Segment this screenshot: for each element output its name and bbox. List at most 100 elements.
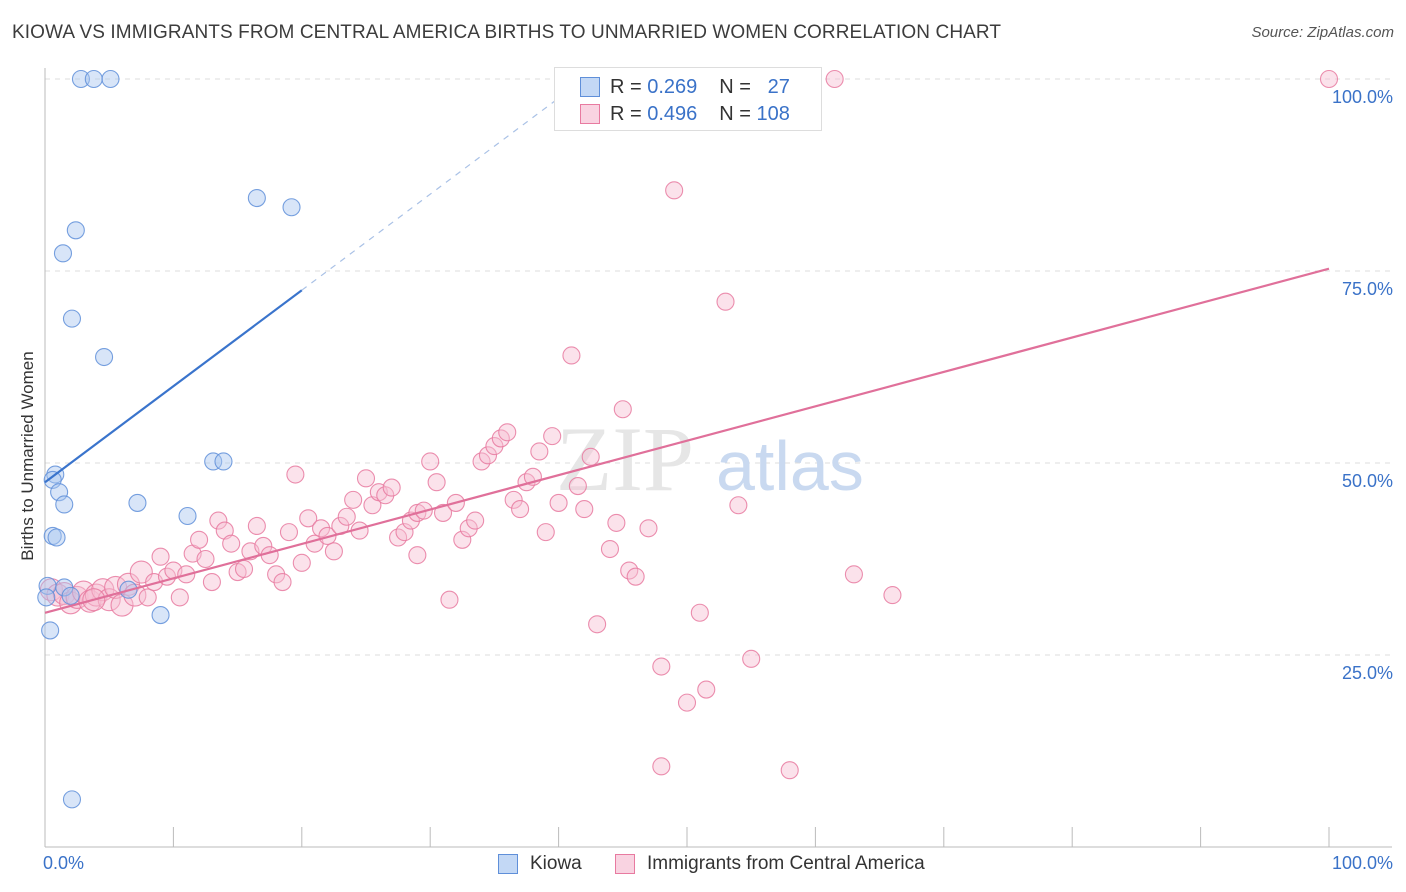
data-point <box>652 657 671 676</box>
central-america-legend-label: Immigrants from Central America <box>647 853 925 874</box>
data-point <box>780 761 799 780</box>
data-point <box>344 490 363 509</box>
data-point <box>204 452 223 471</box>
data-point <box>376 486 395 505</box>
data-point <box>151 547 170 566</box>
data-point <box>485 437 504 456</box>
data-point <box>62 790 82 809</box>
data-point <box>279 523 299 542</box>
data-point <box>607 513 626 532</box>
data-point <box>196 549 215 569</box>
data-point <box>427 473 446 492</box>
data-point <box>282 198 301 217</box>
trend-line-central-america <box>44 267 1330 614</box>
data-point <box>178 506 197 526</box>
data-point <box>209 511 228 530</box>
data-point <box>433 503 453 522</box>
data-point <box>511 500 530 519</box>
trend-extension-kiowa <box>301 78 585 291</box>
data-point <box>677 693 697 712</box>
r-value: 0.269 <box>647 75 698 98</box>
data-point <box>825 69 844 89</box>
n-value: 27 <box>767 75 790 98</box>
y-tick-label: 25.0% <box>1342 663 1393 683</box>
data-point <box>312 519 331 538</box>
data-point <box>71 69 91 89</box>
trend-line-kiowa <box>44 289 303 484</box>
watermark-atlas: atlas <box>716 427 864 505</box>
data-point <box>498 423 517 442</box>
n-label: N = <box>719 75 751 98</box>
data-point <box>549 493 568 512</box>
kiowa-legend-label: Kiowa <box>530 853 582 874</box>
data-point <box>408 546 427 565</box>
data-point <box>55 495 74 514</box>
data-point <box>568 476 587 496</box>
y-tick-label: 50.0% <box>1342 471 1393 491</box>
data-point <box>690 603 709 622</box>
data-point <box>459 519 478 538</box>
r-label: R = <box>610 102 642 125</box>
data-point <box>299 509 318 528</box>
data-point <box>729 496 748 515</box>
data-point <box>665 181 684 200</box>
data-point <box>466 511 485 530</box>
y-tick-label: 75.0% <box>1342 279 1393 299</box>
data-point <box>53 244 73 263</box>
data-point <box>47 528 66 547</box>
data-point <box>101 69 120 89</box>
data-point <box>742 649 761 668</box>
data-point <box>41 621 60 640</box>
data-point <box>453 530 472 549</box>
data-point <box>292 553 311 572</box>
data-point <box>504 490 523 509</box>
central-america-swatch <box>580 104 600 124</box>
data-point <box>138 588 157 607</box>
data-point <box>337 507 356 526</box>
data-point <box>324 542 343 561</box>
chart-title: KIOWA VS IMMIGRANTS FROM CENTRAL AMERICA… <box>12 22 1002 43</box>
data-point <box>247 188 266 208</box>
data-point <box>883 586 902 605</box>
data-point <box>588 615 607 634</box>
data-point <box>395 523 414 542</box>
data-point <box>356 469 376 488</box>
x-tick-label: 100.0% <box>1332 853 1393 873</box>
data-point <box>95 347 114 367</box>
n-label: N = <box>719 102 751 125</box>
trend-lines <box>44 78 1330 614</box>
data-point <box>190 530 209 549</box>
tick-labels: 25.0% 50.0% 75.0% 100.0% 0.0% 100.0% <box>43 87 1393 873</box>
legend-item-central-america: Immigrants from Central America <box>615 851 925 877</box>
data-point <box>530 442 549 461</box>
data-point <box>66 221 85 240</box>
data-point <box>1319 69 1339 89</box>
data-point <box>234 559 254 579</box>
data-point <box>128 493 147 512</box>
data-point <box>639 519 658 538</box>
data-point <box>110 593 134 617</box>
data-point <box>202 572 221 592</box>
data-point <box>421 452 440 471</box>
stats-row-kiowa: R = 0.269 N = 27 <box>580 74 790 100</box>
data-point <box>273 572 292 592</box>
y-tick-label: 100.0% <box>1332 87 1393 107</box>
data-point <box>626 567 645 586</box>
data-point <box>37 588 56 607</box>
data-point <box>440 590 459 609</box>
kiowa-swatch <box>580 77 600 97</box>
data-point <box>716 292 735 311</box>
data-point <box>536 523 555 542</box>
data-point <box>170 588 189 607</box>
data-point <box>844 565 863 584</box>
data-point <box>84 69 103 89</box>
central-america-legend-swatch <box>615 854 635 874</box>
data-point <box>652 757 671 776</box>
data-point <box>222 534 241 553</box>
r-value: 0.496 <box>647 102 698 125</box>
data-point <box>267 565 286 584</box>
legend-item-kiowa: Kiowa <box>498 851 582 877</box>
data-point <box>286 465 305 484</box>
kiowa-legend-swatch <box>498 854 518 874</box>
data-point <box>562 346 581 365</box>
